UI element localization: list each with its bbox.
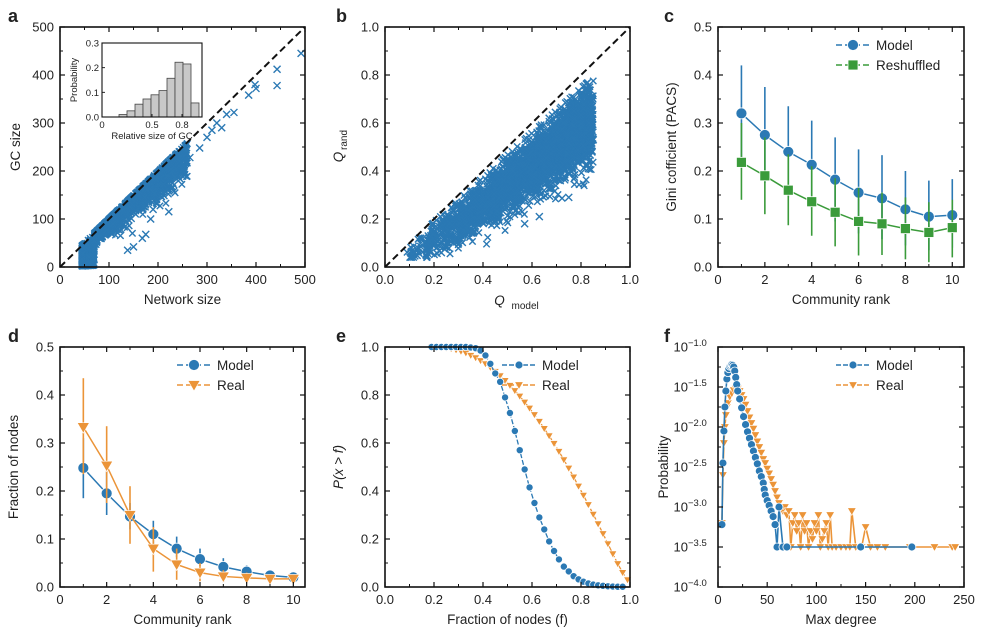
data-point	[222, 110, 231, 119]
histogram-bar	[190, 102, 200, 118]
histogram-bar	[158, 90, 168, 118]
histogram-bar	[174, 61, 184, 118]
data-point	[207, 126, 216, 135]
data-point	[171, 189, 179, 197]
scatter-cloud	[403, 77, 597, 262]
panel-label: a	[8, 6, 19, 26]
histogram-bar	[142, 98, 152, 118]
panel-a: 0 100 200 300 400 500 0 100 200 300 400 500 a Network…	[8, 6, 316, 307]
x-tick-label: 400	[245, 272, 267, 287]
inset-y-tick-label: 0.2	[86, 63, 99, 74]
inset-x-tick-label: 0.5	[145, 120, 158, 131]
histogram-bar	[126, 110, 136, 118]
inset-x-tick-label: 0	[99, 120, 104, 131]
data-point	[162, 199, 170, 207]
inset-x-tick-label: 0.8	[175, 120, 188, 131]
data-point	[589, 77, 597, 85]
data-point	[120, 223, 129, 231]
x-tick-label: 0	[56, 272, 63, 287]
inset-x-axis-label: Relative size of GC	[111, 131, 192, 142]
inset-y-tick-label: 0.0	[86, 113, 99, 124]
data-point	[195, 143, 204, 152]
data-point	[482, 240, 491, 248]
histogram-bar	[134, 103, 144, 118]
data-point	[128, 229, 137, 238]
data-point	[273, 81, 282, 90]
data-point	[273, 65, 282, 74]
y-tick-label: 200	[32, 164, 54, 179]
inset-y-tick-label: 0.1	[86, 88, 99, 99]
y-tick-label: 300	[32, 116, 54, 131]
data-point	[159, 180, 168, 188]
data-point	[178, 180, 186, 189]
data-point	[122, 218, 130, 227]
data-point	[138, 234, 147, 243]
y-tick-label: 0	[47, 260, 54, 275]
data-point	[229, 108, 238, 117]
data-point	[468, 237, 477, 246]
histogram-bar	[182, 63, 192, 118]
data-point	[149, 205, 158, 214]
inset-y-tick-label: 0.3	[86, 39, 99, 50]
y-tick-label: 100	[32, 212, 54, 227]
data-point	[244, 91, 253, 100]
panel-b: 0.0 0.2 0.4 0.6 0.8 1.00.00.20.40.60.81.0bQ mo…	[331, 6, 639, 312]
data-point	[501, 226, 509, 235]
data-point	[203, 133, 211, 142]
x-tick-label: 200	[147, 272, 169, 287]
data-point	[146, 215, 155, 223]
x-axis-label: Network size	[144, 292, 221, 307]
x-tick-label: 100	[98, 272, 120, 287]
x-tick-label: 300	[196, 272, 218, 287]
data-point	[484, 233, 492, 242]
scatter-cloud	[78, 139, 192, 270]
inset-y-axis-label: Probability	[69, 58, 80, 103]
histogram-bar	[166, 77, 176, 118]
data-point	[164, 207, 173, 216]
data-point	[131, 207, 140, 215]
y-axis-label: GC size	[8, 123, 23, 171]
data-point	[217, 123, 226, 132]
y-tick-label: 500	[32, 20, 54, 35]
x-tick-label: 500	[294, 272, 316, 287]
y-tick-label: 400	[32, 68, 54, 83]
histogram-bar	[150, 94, 160, 118]
